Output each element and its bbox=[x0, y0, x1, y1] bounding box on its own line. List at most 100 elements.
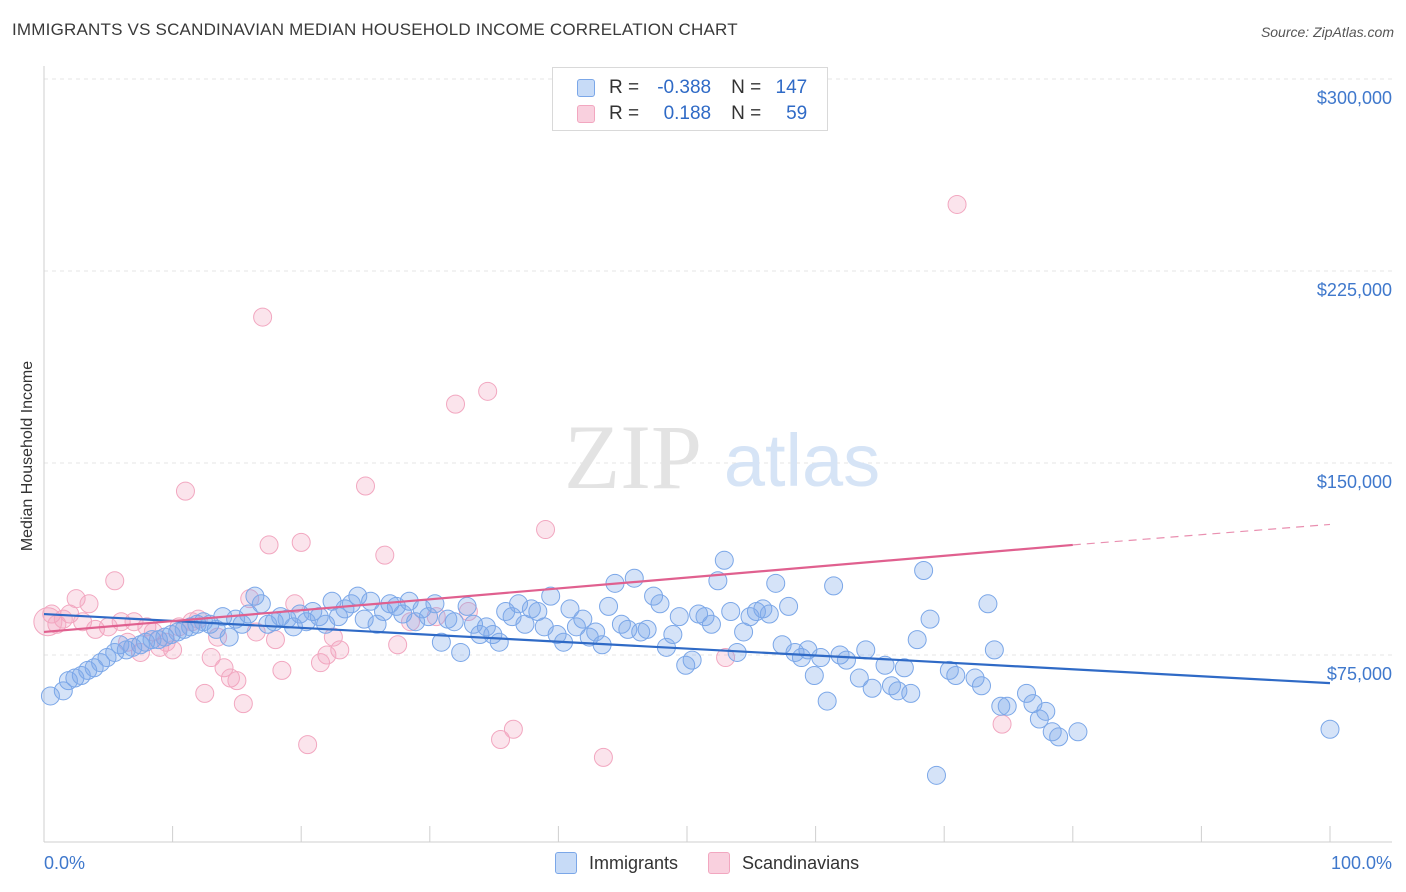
legend-row-scandinavians: R = 0.188 N = 59 bbox=[577, 101, 807, 127]
immigrants-point bbox=[991, 696, 1011, 716]
immigrants-point bbox=[663, 625, 683, 645]
y-tick-label: $75,000 bbox=[1327, 664, 1392, 684]
immigrants-point bbox=[791, 648, 811, 668]
r-label: R = bbox=[609, 77, 640, 98]
immigrants-point bbox=[444, 612, 464, 632]
immigrants-point bbox=[296, 612, 316, 632]
source-label: Source: ZipAtlas.com bbox=[1260, 24, 1394, 40]
scandinavians-point bbox=[503, 719, 523, 739]
r-value-immigrants: -0.388 bbox=[657, 77, 712, 98]
scandinavians-point bbox=[388, 635, 408, 655]
scandinavians-point bbox=[79, 594, 99, 614]
immigrants-point bbox=[650, 594, 670, 614]
scandinavians-point bbox=[272, 660, 292, 680]
scandinavians-point bbox=[66, 589, 86, 609]
scandinavians-point bbox=[291, 532, 311, 552]
immigrants-point bbox=[836, 650, 856, 670]
immigrants-point bbox=[721, 601, 741, 621]
immigrants-point bbox=[907, 630, 927, 650]
immigrants-point bbox=[431, 632, 451, 652]
immigrants-point bbox=[1320, 719, 1340, 739]
scandinavians-legend-swatch bbox=[708, 852, 731, 874]
immigrants-point bbox=[624, 568, 644, 588]
scandinavians-point bbox=[240, 589, 260, 609]
immigrants-point bbox=[753, 599, 773, 619]
immigrants-point bbox=[682, 650, 702, 670]
scandinavians-point bbox=[233, 694, 253, 714]
correlation-legend: R = -0.388 N = 147 R = 0.188 N = 59 bbox=[552, 67, 828, 131]
immigrants-point bbox=[997, 696, 1017, 716]
immigrants-point bbox=[914, 561, 934, 581]
immigrants-legend-label: Immigrants bbox=[589, 852, 679, 873]
scandinavians-trend-extension bbox=[1072, 523, 1331, 546]
immigrants-point bbox=[599, 596, 619, 616]
immigrants-point bbox=[978, 594, 998, 614]
scandinavians-point bbox=[491, 729, 511, 749]
chart-title: IMMIGRANTS VS SCANDINAVIAN MEDIAN HOUSEH… bbox=[12, 20, 738, 39]
immigrants-point bbox=[611, 614, 631, 634]
scandinavians-point bbox=[401, 612, 421, 632]
immigrants-point bbox=[894, 658, 914, 678]
scandinavians-point bbox=[536, 520, 556, 540]
immigrants-point bbox=[476, 617, 496, 637]
legend-item-immigrants: Immigrants bbox=[555, 852, 678, 874]
watermark-zip: ZIP bbox=[564, 406, 702, 508]
immigrants-point bbox=[965, 668, 985, 688]
trend-lines bbox=[43, 523, 1331, 685]
scandinavians-point bbox=[716, 648, 736, 668]
immigrants-point bbox=[541, 586, 561, 606]
immigrants-point bbox=[573, 609, 593, 629]
immigrants-point bbox=[123, 637, 143, 657]
immigrants-point bbox=[971, 676, 991, 696]
immigrants-point bbox=[354, 609, 374, 629]
y-tick-label: $300,000 bbox=[1317, 88, 1392, 108]
immigrants-point bbox=[130, 635, 150, 655]
scandinavians-point bbox=[330, 640, 350, 660]
immigrants-point bbox=[875, 655, 895, 675]
immigrants-point bbox=[849, 668, 869, 688]
n-label: N = bbox=[731, 103, 762, 124]
scandinavians-point bbox=[201, 648, 221, 668]
scandinavians-swatch bbox=[577, 105, 595, 123]
scandinavians-point bbox=[285, 594, 305, 614]
immigrants-point bbox=[830, 645, 850, 665]
immigrants-point bbox=[759, 604, 779, 624]
immigrants-point bbox=[451, 642, 471, 662]
immigrants-points bbox=[40, 550, 1340, 785]
immigrants-point bbox=[509, 594, 529, 614]
immigrants-point bbox=[676, 655, 696, 675]
immigrants-point bbox=[920, 609, 940, 629]
scandinavians-point bbox=[947, 194, 967, 214]
scandinavians-point bbox=[195, 683, 215, 703]
n-label: N = bbox=[731, 77, 762, 98]
immigrants-point bbox=[637, 619, 657, 639]
immigrants-point bbox=[669, 607, 689, 627]
immigrants-point bbox=[946, 665, 966, 685]
scandinavians-point bbox=[227, 671, 247, 691]
scandinavians-point bbox=[992, 714, 1012, 734]
scandinavians-point bbox=[310, 653, 330, 673]
immigrants-point bbox=[984, 640, 1004, 660]
scandinavians-point bbox=[298, 735, 318, 755]
scandinavians-point bbox=[124, 612, 144, 632]
immigrants-point bbox=[714, 550, 734, 570]
immigrants-point bbox=[701, 614, 721, 634]
scandinavians-legend-label: Scandinavians bbox=[742, 852, 860, 873]
immigrants-point bbox=[335, 599, 355, 619]
n-value-immigrants: 147 bbox=[775, 77, 808, 98]
immigrants-point bbox=[303, 601, 323, 621]
immigrants-legend-swatch bbox=[555, 852, 577, 874]
immigrants-point bbox=[489, 632, 509, 652]
immigrants-point bbox=[939, 660, 959, 680]
series-legend: Immigrants Scandinavians bbox=[555, 852, 889, 874]
r-label: R = bbox=[609, 103, 640, 124]
immigrants-point bbox=[881, 676, 901, 696]
scandinavians-point bbox=[253, 307, 273, 327]
immigrants-point bbox=[1017, 683, 1037, 703]
y-tick-label: $150,000 bbox=[1317, 472, 1392, 492]
scandinavians-trend-line bbox=[43, 543, 1073, 634]
immigrants-point bbox=[1068, 722, 1088, 742]
x-tick-label-max: 100.0% bbox=[1331, 853, 1392, 873]
legend-item-scandinavians: Scandinavians bbox=[708, 852, 859, 874]
